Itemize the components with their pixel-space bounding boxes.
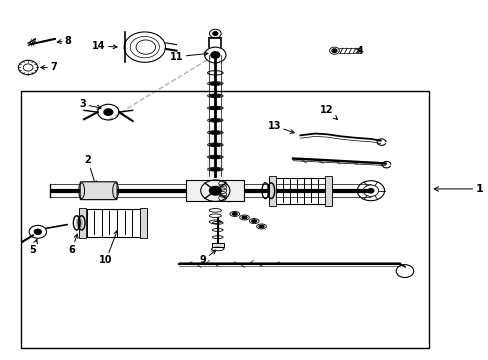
Circle shape xyxy=(209,186,221,195)
Text: 1: 1 xyxy=(433,184,482,194)
Circle shape xyxy=(34,229,41,234)
Ellipse shape xyxy=(259,225,264,228)
Text: 11: 11 xyxy=(170,52,207,62)
Ellipse shape xyxy=(251,220,256,222)
Bar xyxy=(206,126,224,202)
Text: 4: 4 xyxy=(355,46,363,56)
Circle shape xyxy=(212,32,217,35)
Text: 5: 5 xyxy=(30,239,37,255)
Bar xyxy=(21,91,428,348)
Text: 2: 2 xyxy=(84,156,96,185)
Ellipse shape xyxy=(210,119,220,121)
Text: 3: 3 xyxy=(80,99,101,109)
Text: 13: 13 xyxy=(267,121,294,133)
Bar xyxy=(268,176,276,206)
Bar xyxy=(79,208,86,238)
Text: 10: 10 xyxy=(99,230,118,265)
Bar xyxy=(324,176,331,206)
Circle shape xyxy=(367,189,373,193)
Ellipse shape xyxy=(210,107,220,109)
Ellipse shape xyxy=(210,82,220,85)
FancyBboxPatch shape xyxy=(80,182,117,200)
Bar xyxy=(140,208,147,238)
Text: 12: 12 xyxy=(320,105,337,120)
Text: 9: 9 xyxy=(200,250,215,265)
Bar xyxy=(186,180,244,202)
Ellipse shape xyxy=(210,95,220,97)
Circle shape xyxy=(104,109,113,115)
Ellipse shape xyxy=(210,168,220,170)
Ellipse shape xyxy=(242,216,246,219)
Ellipse shape xyxy=(210,156,220,158)
Circle shape xyxy=(331,49,336,53)
Ellipse shape xyxy=(210,144,220,146)
Text: 6: 6 xyxy=(68,234,78,255)
Text: 14: 14 xyxy=(92,41,117,51)
Ellipse shape xyxy=(210,131,220,134)
Ellipse shape xyxy=(232,213,237,215)
Text: 7: 7 xyxy=(41,63,57,72)
Text: 8: 8 xyxy=(57,36,71,46)
Ellipse shape xyxy=(76,216,82,230)
Circle shape xyxy=(210,52,219,58)
Bar xyxy=(211,243,223,247)
